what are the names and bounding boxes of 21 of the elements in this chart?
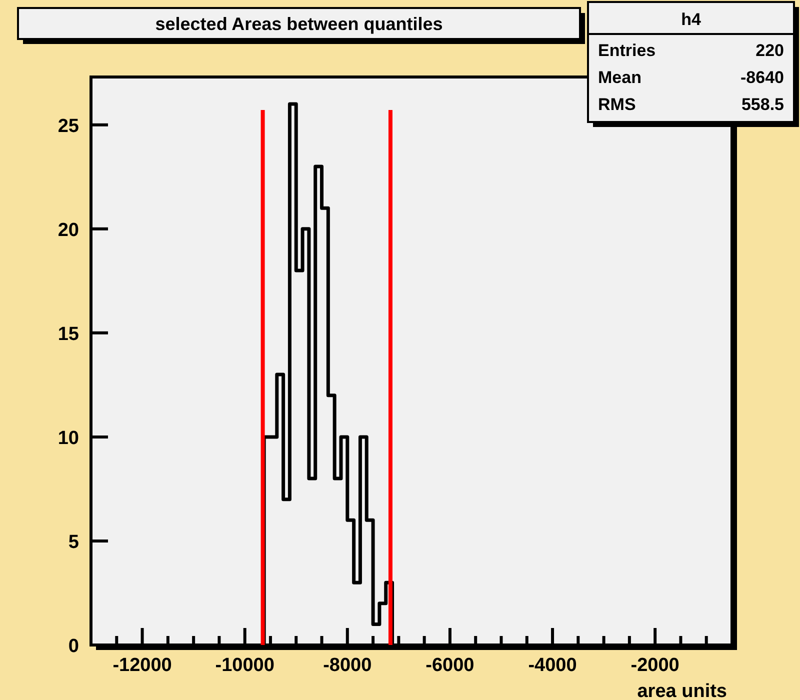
- y-tick-label: 0: [68, 636, 79, 657]
- x-axis-title: area units: [637, 681, 727, 700]
- text: 558.5: [741, 95, 784, 114]
- x-tick-label: -8000: [323, 655, 372, 676]
- x-tick-label: -10000: [215, 655, 274, 676]
- x-tick-label: -2000: [630, 655, 680, 676]
- chart-title: selected Areas between quantiles: [155, 14, 443, 34]
- text: 220: [756, 41, 784, 60]
- y-tick-label: 10: [58, 428, 79, 449]
- y-tick-label: 25: [58, 116, 80, 137]
- x-tick-label: -4000: [528, 655, 577, 676]
- y-tick-label: 20: [58, 220, 79, 241]
- text: Entries: [598, 41, 656, 60]
- annotation: Mean: [598, 68, 642, 87]
- text: -8640: [740, 68, 784, 87]
- annotation: RMS: [598, 95, 636, 114]
- x-tick-label: -12000: [112, 655, 172, 676]
- y-tick-label: 15: [58, 324, 80, 345]
- y-tick-label: 5: [68, 532, 80, 553]
- text: h4: [681, 10, 702, 29]
- x-tick-label: -6000: [426, 655, 474, 676]
